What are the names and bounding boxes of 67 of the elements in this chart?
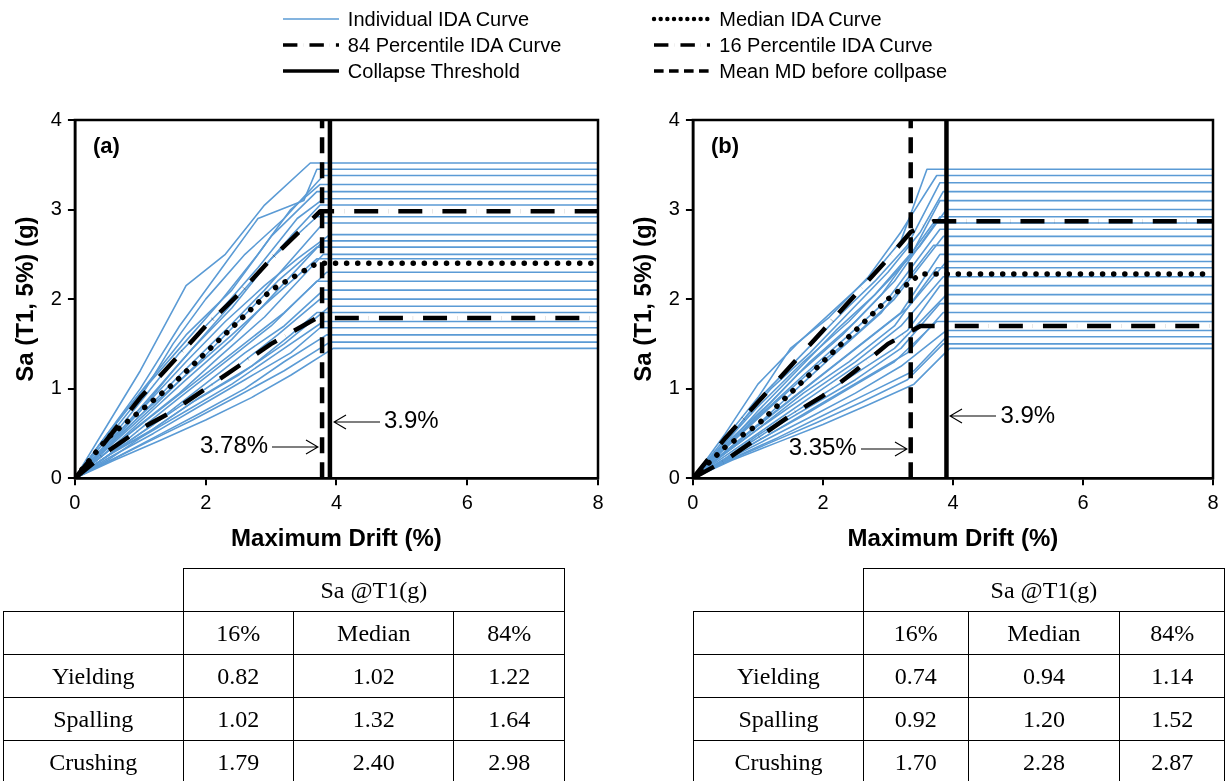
y-tick-label: Crushing bbox=[3, 740, 184, 781]
chart-title: Sa @T1(g) bbox=[183, 568, 565, 612]
y-tick-label: 4 bbox=[50, 107, 62, 130]
y-tick-label: Spalling bbox=[3, 697, 184, 741]
y-tick-label: Crushing bbox=[693, 740, 864, 781]
y-tick-label: Spalling bbox=[693, 697, 864, 741]
data-label: 1.79 bbox=[183, 740, 294, 781]
data-label: 2.87 bbox=[1119, 740, 1225, 781]
x-tick-label: 16% bbox=[863, 611, 969, 655]
legend-label: 84 Percentile IDA Curve bbox=[347, 33, 562, 57]
y-tick-label: 0 bbox=[668, 465, 680, 488]
y-axis-title: Sa (T1, 5%) (g) bbox=[629, 216, 657, 382]
x-tick-label: 0 bbox=[69, 490, 81, 513]
y-tick-label: 2 bbox=[668, 286, 680, 309]
x-axis-title: Maximum Drift (%) bbox=[847, 524, 1059, 552]
annotation: 3.9% bbox=[1000, 401, 1056, 429]
y-tick-label: 2 bbox=[50, 286, 62, 309]
x-tick-label: 6 bbox=[461, 490, 473, 513]
data-label: 2.40 bbox=[293, 740, 454, 781]
data-label: 1.22 bbox=[453, 654, 565, 698]
y-tick-label: 3 bbox=[50, 197, 62, 220]
legend-label: Median IDA Curve bbox=[719, 7, 882, 31]
data-label: 1.32 bbox=[293, 697, 454, 741]
chart-title: Sa @T1(g) bbox=[863, 568, 1225, 612]
data-label: 0.74 bbox=[863, 654, 969, 698]
x-tick-label: 8 bbox=[592, 490, 604, 513]
data-label: 1.02 bbox=[183, 697, 294, 741]
x-tick-label: 16% bbox=[183, 611, 294, 655]
x-tick-label: 84% bbox=[453, 611, 565, 655]
data-label: 2.28 bbox=[968, 740, 1120, 781]
data-label: 0.92 bbox=[863, 697, 969, 741]
data-label: 1.20 bbox=[968, 697, 1120, 741]
text: (b) bbox=[710, 133, 740, 159]
x-axis-title: Maximum Drift (%) bbox=[231, 524, 442, 552]
annotation: 3.35% bbox=[788, 433, 857, 461]
annotation: 3.9% bbox=[383, 406, 439, 434]
x-tick-label: Median bbox=[968, 611, 1120, 655]
y-tick-label: Yielding bbox=[3, 654, 184, 698]
data-label: 1.70 bbox=[863, 740, 969, 781]
x-tick-label: 8 bbox=[1207, 490, 1219, 513]
data-label: 1.64 bbox=[453, 697, 565, 741]
y-axis-title: Sa (T1, 5%) (g) bbox=[11, 216, 39, 382]
x-tick-label: 4 bbox=[947, 490, 959, 513]
x-tick-label: 84% bbox=[1119, 611, 1225, 655]
y-tick-label: 4 bbox=[668, 107, 680, 130]
text: (a) bbox=[92, 133, 120, 159]
y-tick-label: 3 bbox=[668, 197, 680, 220]
data-label: 1.02 bbox=[293, 654, 454, 698]
x-tick-label: 4 bbox=[330, 490, 343, 513]
data-label: 0.82 bbox=[183, 654, 294, 698]
x-tick-label: 2 bbox=[817, 490, 829, 513]
y-tick-label: 1 bbox=[668, 376, 680, 399]
data-label: 2.98 bbox=[453, 740, 565, 781]
legend-label: Collapse Threshold bbox=[347, 59, 520, 83]
x-tick-label: 2 bbox=[200, 490, 212, 513]
data-label: 1.52 bbox=[1119, 697, 1225, 741]
y-tick-label: 1 bbox=[50, 376, 62, 399]
data-label: 0.94 bbox=[968, 654, 1120, 698]
legend-label: Individual IDA Curve bbox=[347, 7, 530, 31]
data-label: 1.14 bbox=[1119, 654, 1225, 698]
y-tick-label: 0 bbox=[50, 465, 62, 488]
annotation: 3.78% bbox=[200, 431, 269, 459]
x-tick-label: 6 bbox=[1077, 490, 1089, 513]
x-tick-label: Median bbox=[293, 611, 454, 655]
legend-label: Mean MD before collpase bbox=[719, 59, 948, 83]
legend-label: 16 Percentile IDA Curve bbox=[719, 33, 933, 57]
y-tick-label: Yielding bbox=[693, 654, 864, 698]
